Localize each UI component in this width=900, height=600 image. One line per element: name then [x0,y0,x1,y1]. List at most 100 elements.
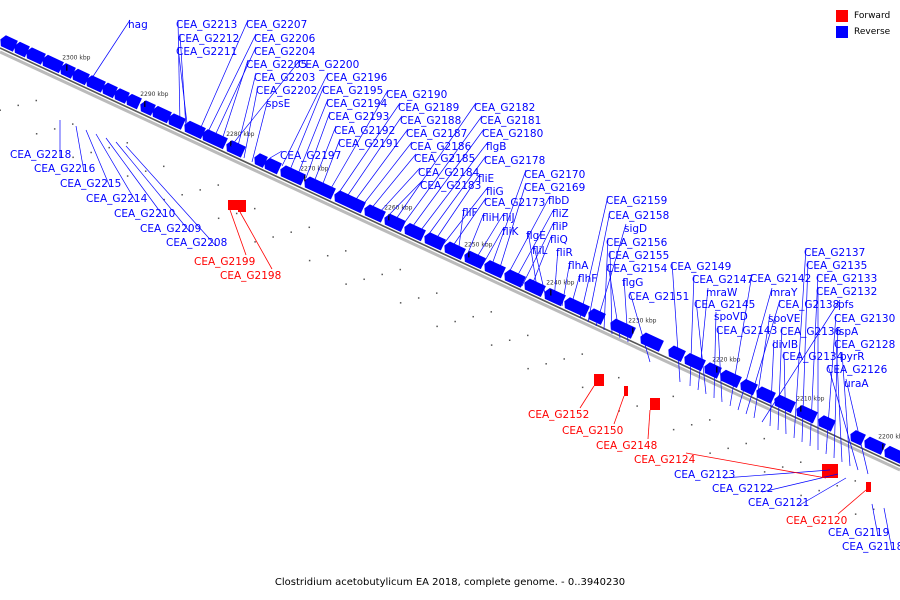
scatter-dot [399,268,402,271]
tick-label: 2200 kbp [878,434,900,441]
gene-label: CEA_G2136 [780,326,842,338]
gene-label: CEA_G2119 [828,527,889,539]
scatter-dot [800,494,802,497]
label-leader [369,153,417,211]
gene-label: CEA_G2170 [524,169,585,181]
gene-label: ispA [836,326,859,338]
label-leader [837,489,867,515]
gene-label: CEA_G2187 [406,128,467,140]
label-leader [697,287,709,391]
tick-mark [144,100,146,107]
label-leader [841,351,851,467]
scatter-dot [799,461,802,463]
label-leader [449,197,487,251]
scatter-dot [763,437,766,440]
label-leader [737,287,773,411]
label-leader [609,250,613,335]
scatter-dot [162,165,165,168]
scatter-dot [53,128,56,130]
label-leader [777,326,783,431]
scatter-dot [727,447,729,450]
gene-label: CEA_G2208 [166,237,227,249]
reverse-swatch [836,26,848,38]
label-leader [473,212,505,263]
label-leader [177,46,189,133]
label-leader [204,33,257,139]
label-leader [361,141,413,207]
label-leader [441,186,489,247]
genome-caption: Clostridium acetobutylicum EA 2018, comp… [274,577,626,588]
gene-label: CEA_G2147 [692,274,753,286]
reverse-gene [364,204,386,223]
gene-label: spsE [266,98,290,110]
legend-item-reverse: Reverse [836,24,890,40]
gene-label: CEA_G2218 [10,149,71,161]
reverse-gene [668,345,686,363]
label-leader [227,59,301,151]
gene-label: fliE [478,173,494,185]
gene-label: CEA_G2121 [748,497,809,509]
scatter-dot [199,189,201,191]
scatter-dot [708,419,711,421]
label-leader [497,182,527,275]
label-leader [745,299,781,415]
gene-label: CEA_G2209 [140,223,201,235]
tick-mark [388,214,390,221]
gene-label: CEA_G2215 [60,178,121,190]
label-leader [871,503,879,537]
label-leader [629,291,651,363]
label-leader [281,72,329,167]
reverse-gene [264,157,282,175]
gene-label-forward: CEA_G2152 [528,409,589,421]
reverse-gene [850,430,866,446]
tick-mark [304,175,306,182]
reverse-gene [280,165,306,186]
reverse-gene [484,260,506,279]
label-leader [761,473,839,493]
label-leader [569,273,581,311]
scatter-dot [326,254,329,257]
label-leader [753,313,771,419]
gene-label: fliH [482,212,499,224]
label-leader [561,260,571,307]
forward-swatch [836,10,848,22]
label-leader [197,19,249,135]
scatter-dot [454,320,456,323]
reverse-gene [0,35,18,52]
label-leader [729,273,753,407]
gene-label: CEA_G2206 [254,33,316,45]
scatter-dot [563,358,565,360]
reverse-gene [720,369,742,389]
scatter-dot [71,123,74,125]
reverse-gene [404,222,426,242]
gene-label: CEA_G2197 [280,150,341,162]
gene-label: CEA_G2142 [750,273,811,285]
label-leader [827,364,859,471]
scatter-dot [399,302,402,304]
label-leader [613,395,625,425]
label-leader [251,98,269,163]
gene-label: CEA_G2118 [842,541,900,553]
tick-mark [882,443,884,450]
gene-label: divIB [772,339,798,351]
tick-label: 2250 kbp [464,241,492,248]
gene-label: CEA_G2155 [608,250,669,262]
label-leader [533,245,547,299]
label-leader [801,260,809,443]
gene-label: CEA_G2143 [716,325,777,337]
label-leader [305,111,331,179]
gene-label: spoVD [714,311,748,323]
scatter-dot [854,480,857,482]
label-leader [489,169,527,271]
forward-gene [866,482,871,492]
reverse-gene [864,436,886,455]
reverse-gene [254,153,268,168]
scatter-dot [417,297,420,299]
label-leader [179,33,187,129]
reverse-gene [796,405,818,424]
label-leader [239,211,273,270]
reverse-gene [86,75,106,93]
scatter-dot [690,424,693,426]
gene-label: CEA_G2135 [806,260,867,272]
